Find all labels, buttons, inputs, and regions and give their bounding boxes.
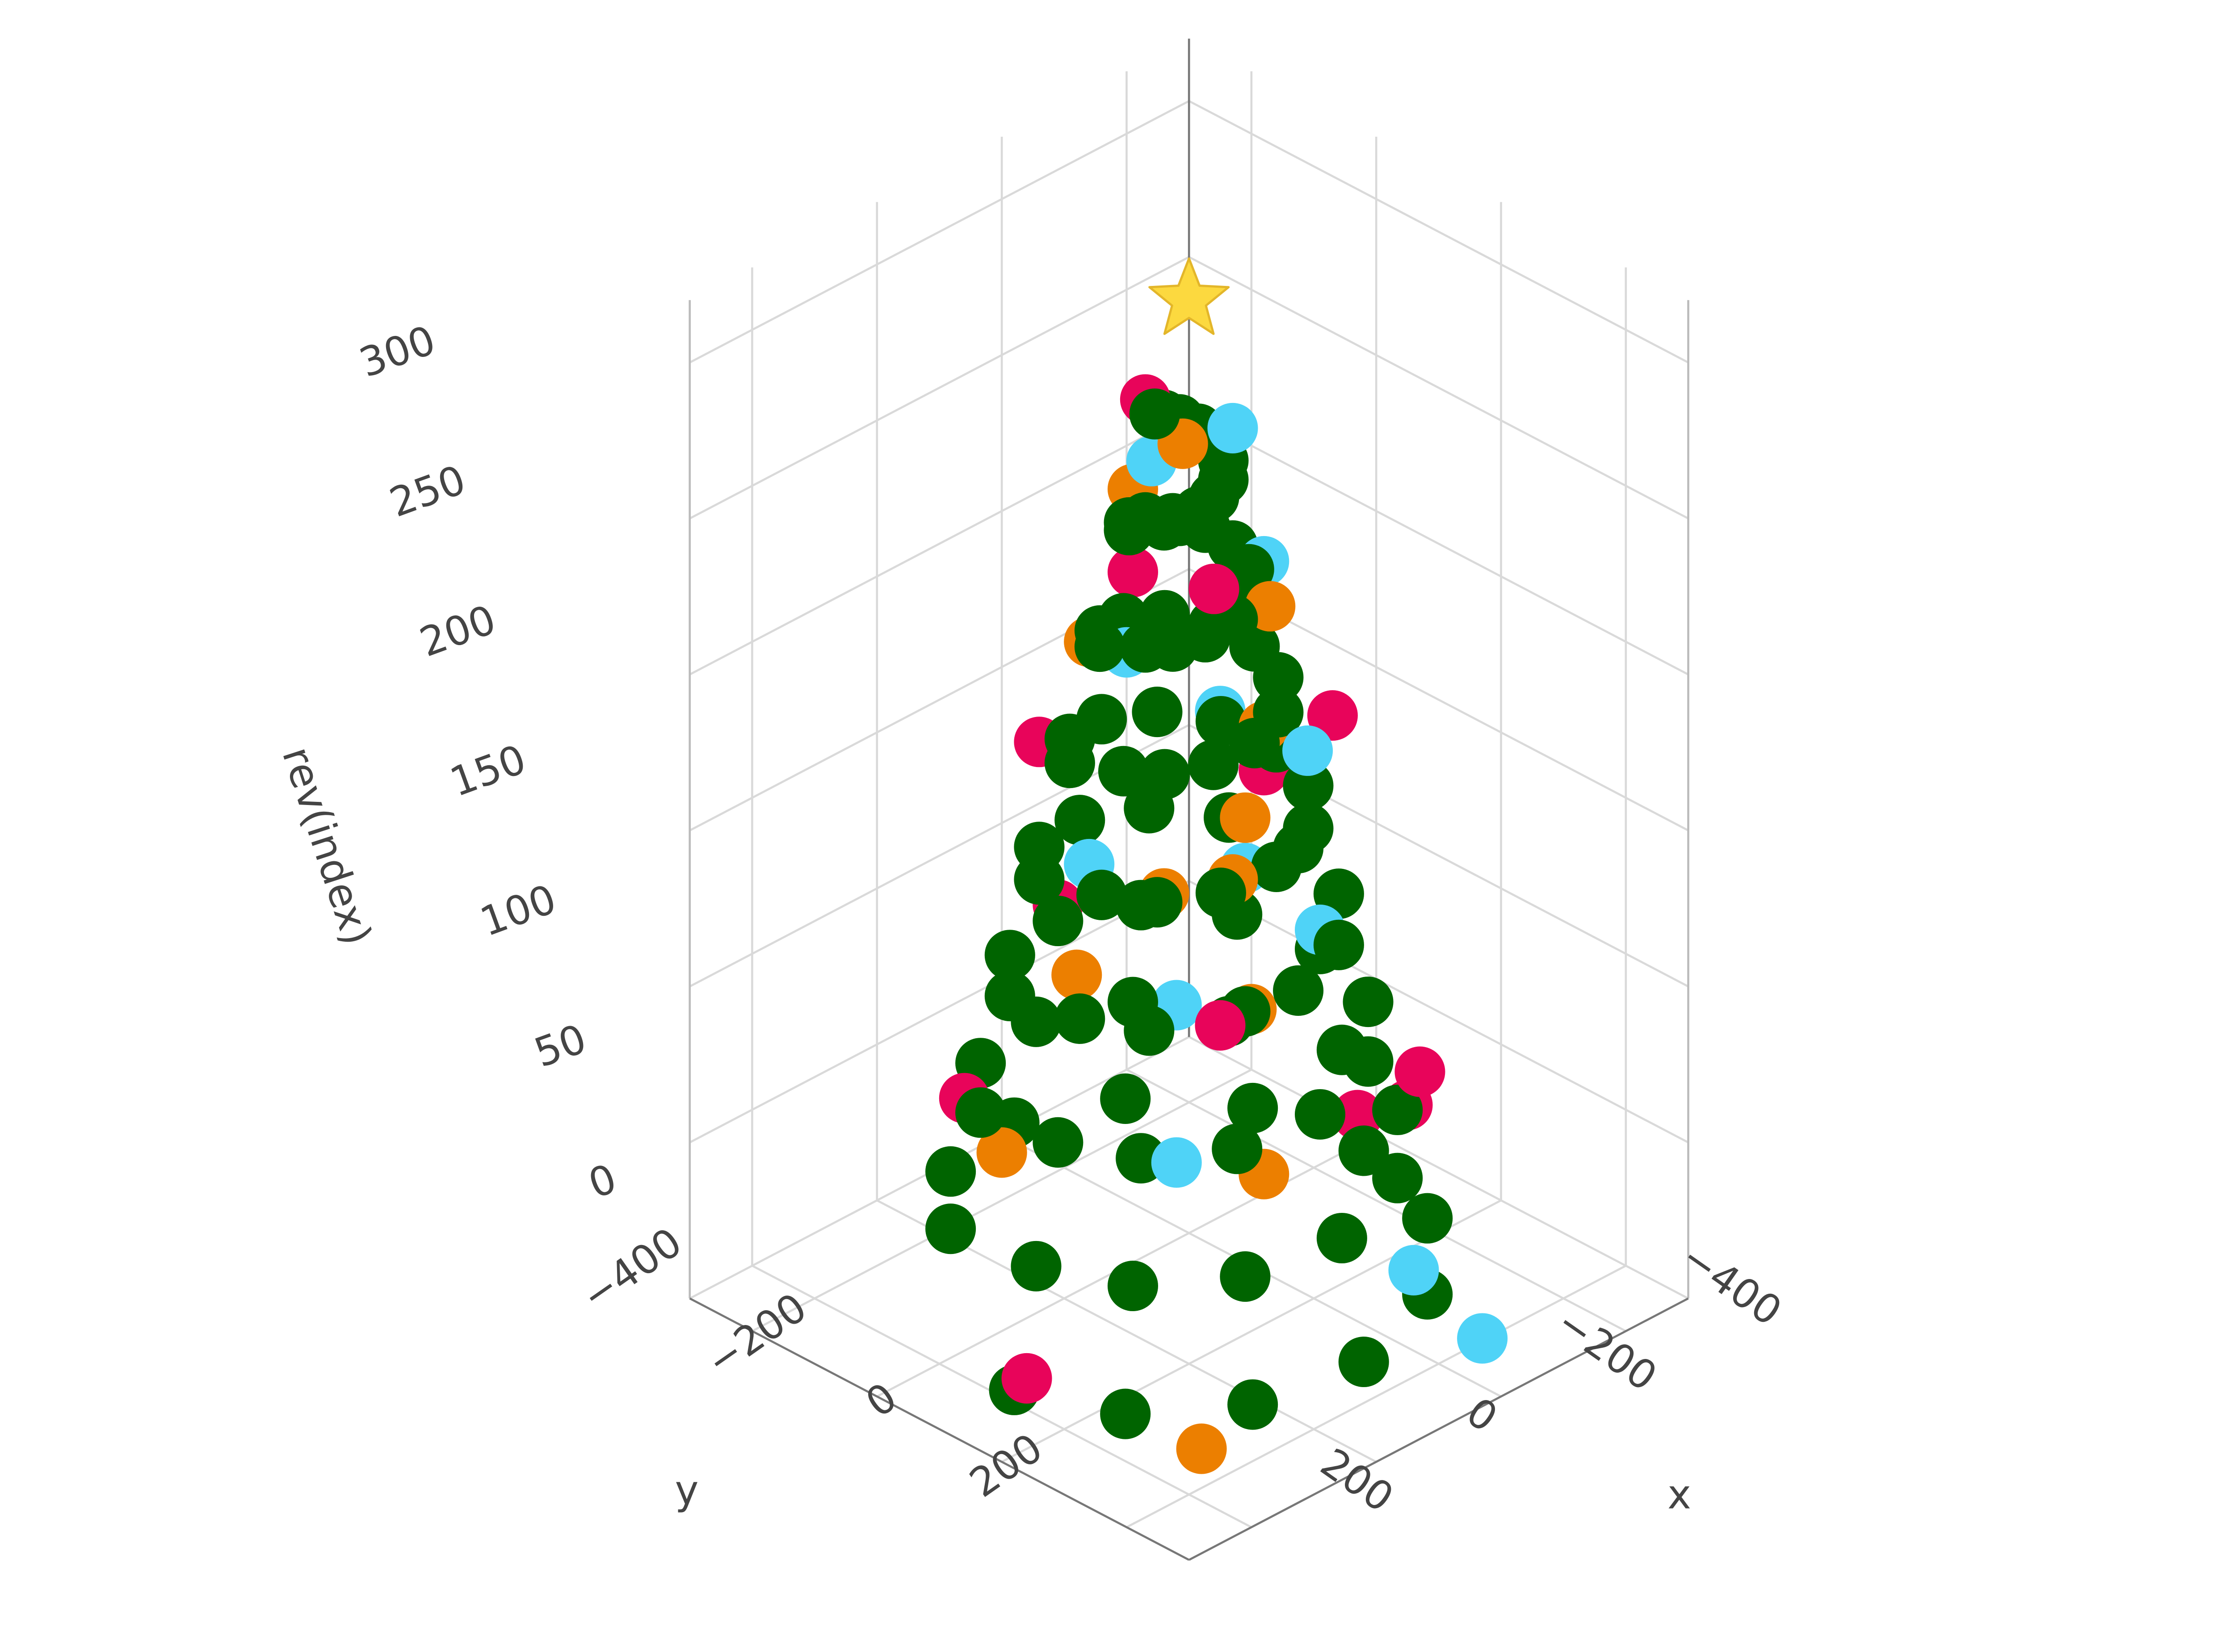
y-axis-title: y — [675, 1468, 699, 1514]
marker — [1173, 486, 1224, 537]
marker — [1394, 1046, 1445, 1097]
marker — [1001, 1353, 1052, 1404]
marker — [1207, 403, 1258, 453]
marker — [1100, 1073, 1151, 1124]
marker — [1054, 993, 1105, 1044]
grid-line — [752, 1069, 1252, 1332]
grid-line — [1188, 412, 1689, 675]
grid-line — [689, 100, 1190, 364]
y-tick-label: 200 — [962, 1425, 1051, 1506]
marker — [1307, 690, 1358, 741]
x-tick-label: −200 — [1548, 1299, 1665, 1400]
marker — [1188, 739, 1239, 790]
y-tick-label: −200 — [698, 1284, 815, 1386]
marker — [1294, 1089, 1346, 1140]
marker — [1282, 725, 1333, 776]
marker — [925, 1146, 976, 1197]
marker — [1176, 1423, 1227, 1474]
marker — [1107, 547, 1158, 598]
grid-line — [689, 880, 1190, 1144]
marker — [1188, 563, 1239, 614]
x-tick-label: −400 — [1673, 1234, 1790, 1335]
marker — [1051, 949, 1102, 1000]
marker — [1273, 965, 1324, 1016]
marker — [1220, 1251, 1271, 1302]
marker — [1343, 977, 1394, 1027]
axis-edge — [689, 1297, 1190, 1561]
marker — [1402, 1193, 1453, 1244]
marker — [1033, 895, 1083, 947]
marker — [1338, 1336, 1389, 1388]
marker — [1283, 760, 1334, 811]
grid-line — [1188, 100, 1689, 364]
marker — [984, 971, 1035, 1022]
marker — [1372, 1153, 1423, 1203]
grid-line — [1188, 1036, 1689, 1300]
marker — [925, 1203, 976, 1254]
grid-line — [1188, 256, 1689, 520]
grid-line — [1126, 1069, 1626, 1332]
z-axis-title: rev(index) — [273, 742, 381, 951]
star-marker — [1148, 257, 1230, 335]
marker — [1180, 612, 1231, 662]
z-tick-label: 250 — [384, 457, 472, 526]
grid-line — [689, 412, 1190, 675]
marker — [1372, 1084, 1423, 1136]
z-tick-label: 50 — [529, 1016, 592, 1077]
marker — [1229, 717, 1280, 768]
marker — [1011, 1241, 1062, 1291]
markers — [925, 257, 1508, 1474]
marker — [1132, 686, 1183, 738]
marker — [1227, 1082, 1278, 1133]
marker — [1316, 1212, 1367, 1264]
marker — [1195, 868, 1246, 918]
grid-line — [689, 256, 1190, 520]
marker — [1338, 1125, 1389, 1176]
marker — [1253, 652, 1304, 703]
marker — [1098, 746, 1149, 797]
marker — [955, 1087, 1006, 1138]
z-tick-label: 0 — [583, 1155, 622, 1208]
marker — [1033, 1117, 1083, 1168]
marker — [1044, 738, 1095, 788]
marker — [1132, 877, 1183, 928]
marker — [1074, 621, 1125, 672]
marker — [976, 1127, 1027, 1178]
marker — [1107, 1260, 1158, 1312]
marker — [1139, 749, 1190, 800]
x-tick-label: 200 — [1312, 1440, 1402, 1522]
marker — [1100, 1388, 1151, 1439]
marker — [1457, 1313, 1508, 1364]
y-tick-label: −400 — [573, 1219, 690, 1321]
marker — [1076, 869, 1127, 920]
x-axis-title: x — [1667, 1472, 1691, 1518]
marker — [1313, 919, 1364, 970]
z-tick-label: 300 — [353, 317, 441, 387]
z-tick-label: 100 — [475, 876, 563, 946]
marker — [1151, 1137, 1202, 1188]
marker — [1195, 1000, 1246, 1051]
grid-line — [1126, 1265, 1626, 1528]
marker — [1283, 803, 1334, 854]
marker — [1220, 792, 1271, 843]
z-tick-label: 150 — [444, 736, 532, 806]
grid-line — [1001, 1199, 1502, 1463]
marker — [1129, 389, 1180, 440]
y-tick-label: 0 — [858, 1374, 905, 1427]
grid-line — [1188, 880, 1689, 1144]
marker — [1343, 1036, 1394, 1087]
marker — [1054, 795, 1105, 846]
marker — [1251, 841, 1302, 892]
axis-edge — [1188, 1297, 1689, 1561]
marker — [1227, 1379, 1278, 1430]
marker — [1212, 1124, 1263, 1174]
marker — [1014, 854, 1065, 905]
marker — [984, 930, 1035, 981]
marker — [1124, 1005, 1175, 1056]
z-tick-label: 200 — [414, 596, 502, 666]
marker — [1388, 1245, 1439, 1296]
